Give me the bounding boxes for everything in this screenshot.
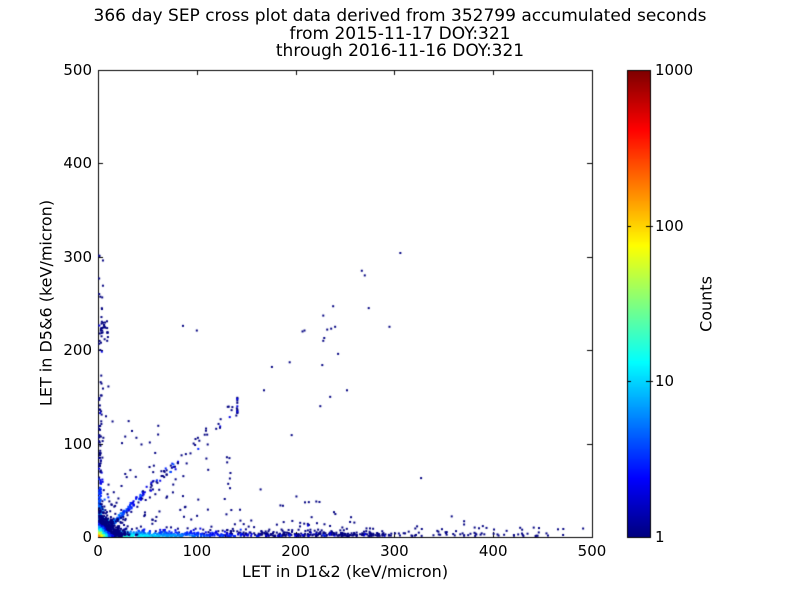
- y-tick-label: 500: [63, 61, 92, 79]
- y-tick-label: 0: [82, 528, 92, 546]
- x-tick-label: 0: [93, 542, 103, 560]
- x-tick-label: 300: [380, 542, 409, 560]
- chart-subtitle-from: from 2015-11-17 DOY:321: [289, 24, 511, 44]
- x-tick-label: 200: [281, 542, 310, 560]
- y-tick-label: 300: [63, 247, 92, 266]
- y-axis-label: LET in D5&6 (keV/micron): [36, 199, 56, 407]
- y-tick-label: 100: [63, 434, 92, 453]
- chart-subtitle-through: through 2016-11-16 DOY:321: [275, 41, 525, 61]
- chart-title: 366 day SEP cross plot data derived from…: [93, 6, 707, 26]
- x-tick-label: 100: [182, 542, 212, 560]
- colorbar-tick-label: 100: [655, 216, 684, 235]
- colorbar-tick-label: 1000: [655, 61, 694, 79]
- x-tick-label: 400: [478, 542, 508, 560]
- colorbar-tick-label: 1: [655, 528, 665, 546]
- colorbar-tick-label: 10: [655, 372, 675, 391]
- y-tick-label: 400: [63, 154, 92, 173]
- x-tick-label: 500: [577, 542, 607, 560]
- colorbar-label: Counts: [696, 276, 716, 332]
- x-axis-label: LET in D1&2 (keV/micron): [241, 562, 449, 581]
- y-tick-label: 200: [63, 341, 92, 360]
